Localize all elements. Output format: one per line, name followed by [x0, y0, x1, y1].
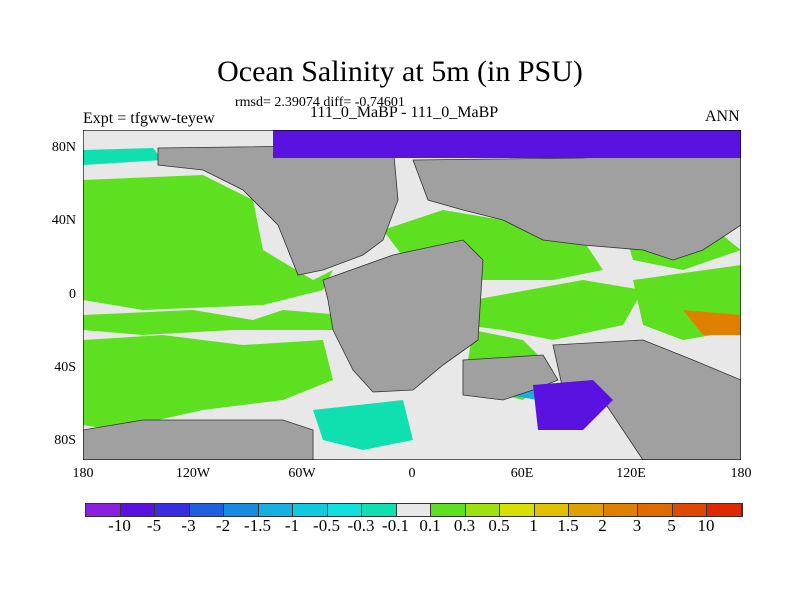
- colorbar-label: 0.1: [419, 516, 441, 535]
- colorbar-box: [189, 504, 224, 516]
- colorbar-label: 1.5: [557, 516, 579, 535]
- season-label: ANN: [705, 108, 740, 125]
- colorbar-box: [534, 504, 569, 516]
- colorbar-box: [569, 504, 604, 516]
- colorbar-label: -2: [215, 516, 231, 535]
- colorbar-label: -3: [181, 516, 196, 535]
- colorbar-label: -1: [284, 516, 300, 535]
- colorbar-box: [258, 504, 293, 516]
- stats-label: rmsd= 2.39074 diff= -0.74601: [235, 95, 405, 110]
- colorbar-label: -1.5: [244, 516, 271, 535]
- colorbar-box: [638, 504, 673, 516]
- arctic-region: [273, 130, 741, 158]
- colorbar-label: -0.3: [347, 516, 375, 535]
- colorbar-label: 0.3: [453, 516, 476, 535]
- colorbar-box: [155, 504, 190, 516]
- colorbar-box: [707, 504, 742, 516]
- colorbar-box: [431, 504, 466, 516]
- lon-label: 120E: [616, 466, 646, 481]
- colorbar-box: [396, 504, 431, 516]
- southern-ocean-negative: [533, 380, 613, 430]
- colorbar-box: [224, 504, 259, 516]
- colorbar-label: -5: [146, 516, 162, 535]
- lat-label: 40N: [51, 213, 76, 228]
- lat-label: 80S: [54, 433, 76, 448]
- experiment-label: Expt = tfgww-teyew: [83, 110, 215, 127]
- colorbar-box: [362, 504, 397, 516]
- lat-label: 40S: [54, 360, 76, 375]
- lon-label: 0: [408, 466, 416, 481]
- colorbar-label: 10: [697, 516, 715, 535]
- colorbar-label: 0.5: [488, 516, 510, 535]
- lon-label: 60W: [288, 466, 316, 481]
- lat-label: 0: [69, 287, 76, 302]
- colorbar-box: [327, 504, 362, 516]
- lon-label: 180: [730, 466, 752, 481]
- lat-label: 80N: [51, 140, 76, 155]
- lon-label: 180: [72, 466, 94, 481]
- colorbar-box: [672, 504, 707, 516]
- colorbar: [85, 503, 743, 517]
- colorbar-box: [293, 504, 328, 516]
- land-masks: [83, 144, 741, 460]
- lon-label: 120W: [175, 466, 211, 481]
- colorbar-label: 2: [598, 516, 607, 535]
- colorbar-label: -10: [108, 516, 131, 535]
- salinity-map: [83, 130, 741, 460]
- colorbar-box: [86, 504, 121, 516]
- colorbar-label: -0.1: [382, 516, 409, 535]
- colorbar-label: 3: [632, 516, 642, 535]
- colorbar-label: -0.5: [313, 516, 340, 535]
- colorbar-box: [120, 504, 155, 516]
- comparison-label: 111_0_MaBP - 111_0_MaBP: [310, 104, 499, 121]
- colorbar-box: [465, 504, 500, 516]
- colorbar-label: 1: [529, 516, 538, 535]
- colorbar-label: 5: [667, 516, 676, 535]
- colorbar-box: [500, 504, 535, 516]
- plot-title: Ocean Salinity at 5m (in PSU): [217, 55, 583, 88]
- lon-label: 60E: [510, 466, 534, 481]
- colorbar-box: [603, 504, 638, 516]
